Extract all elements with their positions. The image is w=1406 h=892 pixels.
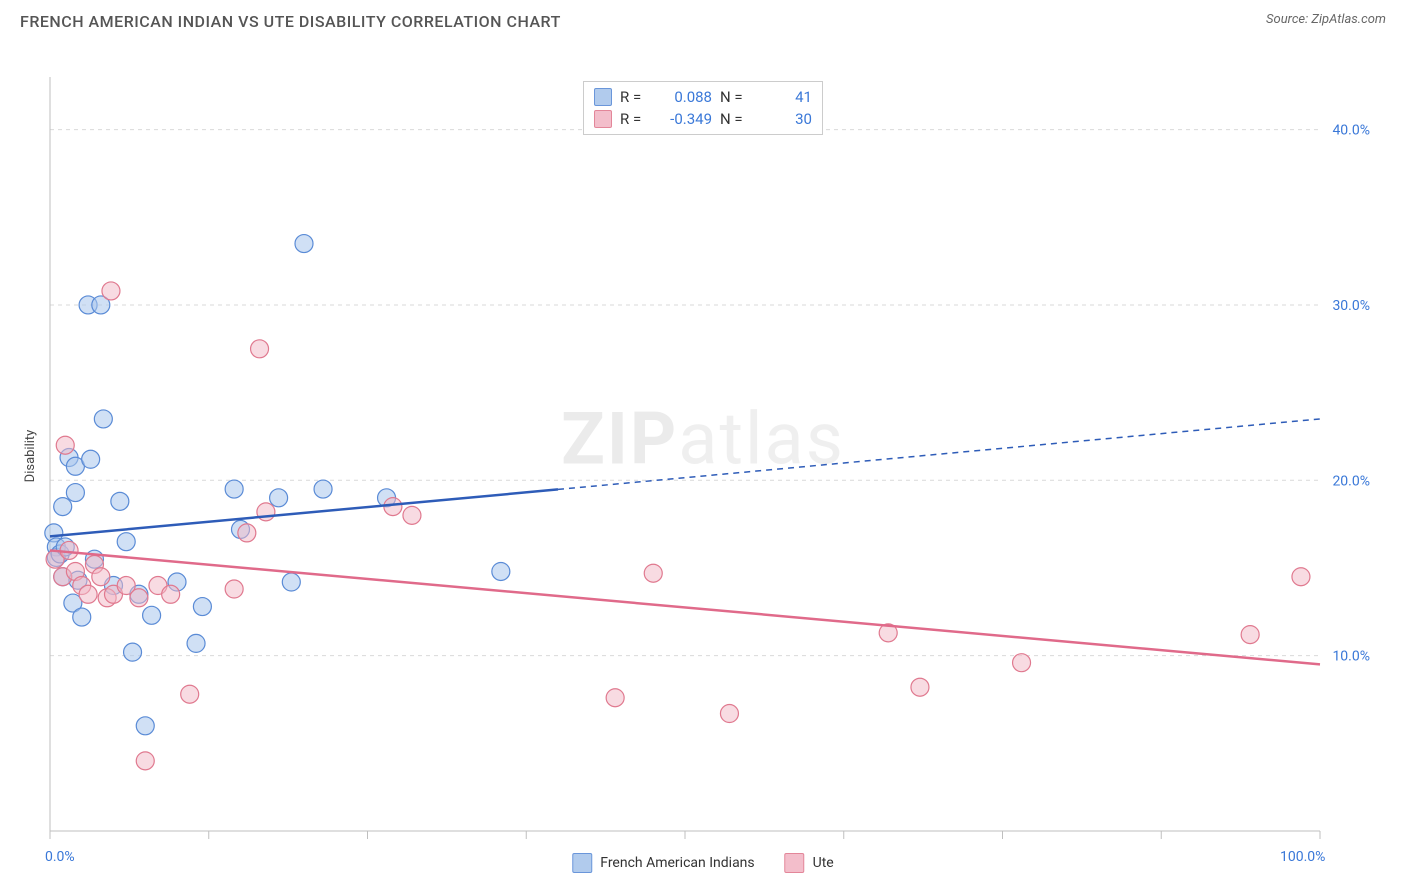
stats-r-label: R = — [620, 88, 648, 106]
y-axis-label: Disability — [23, 430, 38, 483]
stats-r-label: R = — [620, 110, 648, 128]
chart-container: Disability ZIPatlas 10.0%20.0%30.0%40.0%… — [0, 31, 1406, 881]
stats-r-value-a: 0.088 — [656, 88, 712, 106]
stats-n-value-b: 30 — [756, 110, 812, 128]
x-axis-min-label: 0.0% — [45, 849, 75, 865]
swatch-series-a — [594, 88, 612, 106]
stats-r-value-b: -0.349 — [656, 110, 712, 128]
legend-label-a: French American Indians — [600, 855, 754, 871]
swatch-series-b — [785, 853, 805, 873]
legend: French American Indians Ute — [572, 853, 833, 873]
stats-legend-box: R = 0.088 N = 41 R = -0.349 N = 30 — [583, 81, 823, 135]
stats-n-label: N = — [720, 88, 748, 106]
legend-item-a: French American Indians — [572, 853, 754, 873]
swatch-series-b — [594, 110, 612, 128]
svg-text:40.0%: 40.0% — [1332, 123, 1370, 139]
legend-label-b: Ute — [813, 855, 834, 871]
source-label: Source: ZipAtlas.com — [1266, 12, 1386, 27]
chart-title: FRENCH AMERICAN INDIAN VS UTE DISABILITY… — [20, 12, 561, 31]
scatter-chart: 10.0% 20.0% 30.0% 40.0% — [0, 31, 1406, 881]
stats-n-value-a: 41 — [756, 88, 812, 106]
stats-n-label: N = — [720, 110, 748, 128]
swatch-series-a — [572, 853, 592, 873]
legend-item-b: Ute — [785, 853, 834, 873]
svg-text:30.0%: 30.0% — [1332, 298, 1370, 314]
stats-row-series-b: R = -0.349 N = 30 — [594, 108, 812, 130]
svg-text:20.0%: 20.0% — [1332, 473, 1370, 489]
svg-text:10.0%: 10.0% — [1332, 649, 1370, 665]
x-axis-max-label: 100.0% — [1280, 849, 1325, 865]
stats-row-series-a: R = 0.088 N = 41 — [594, 86, 812, 108]
